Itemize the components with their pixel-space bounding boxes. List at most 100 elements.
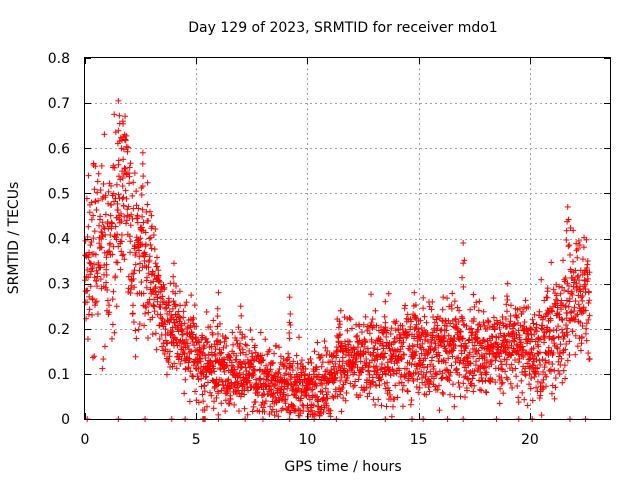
data-point: [203, 339, 210, 346]
data-point: [195, 399, 202, 406]
data-point: [241, 405, 248, 412]
data-point: [149, 314, 156, 321]
data-point: [209, 331, 216, 338]
data-point: [280, 363, 287, 370]
data-point: [155, 267, 162, 274]
data-point: [124, 148, 131, 155]
data-point: [308, 407, 315, 414]
data-point: [337, 377, 344, 384]
data-point: [122, 165, 129, 172]
data-point: [132, 249, 139, 256]
data-point: [106, 248, 113, 255]
data-point: [346, 314, 353, 321]
data-point: [120, 202, 127, 209]
data-point: [259, 352, 266, 359]
data-point: [136, 247, 143, 254]
data-point: [108, 201, 115, 208]
data-point: [368, 291, 375, 298]
data-point: [91, 261, 98, 268]
data-point: [229, 329, 236, 336]
data-point: [225, 400, 232, 407]
data-point: [263, 362, 270, 369]
data-point: [214, 382, 221, 389]
data-point: [374, 346, 381, 353]
data-point: [293, 382, 300, 389]
data-point: [138, 224, 145, 231]
data-point: [319, 359, 326, 366]
data-point: [375, 396, 382, 403]
data-point: [89, 265, 96, 272]
data-point: [210, 365, 217, 372]
data-point: [105, 188, 112, 195]
data-point: [97, 276, 104, 283]
data-point: [317, 380, 324, 387]
data-point: [249, 372, 256, 379]
data-point: [93, 206, 100, 213]
data-point: [277, 359, 284, 366]
data-point: [317, 388, 324, 395]
data-point: [87, 260, 94, 267]
data-point: [327, 407, 334, 414]
data-point: [324, 348, 331, 355]
data-point: [182, 302, 189, 309]
data-point: [131, 170, 138, 177]
data-point: [157, 304, 164, 311]
data-point: [259, 357, 266, 364]
data-point: [201, 382, 208, 389]
data-point: [112, 273, 119, 280]
data-point: [127, 249, 134, 256]
data-point: [318, 352, 325, 359]
data-point: [302, 372, 309, 379]
data-point: [184, 340, 191, 347]
data-point: [318, 363, 325, 370]
data-point: [288, 381, 295, 388]
data-point: [336, 332, 343, 339]
data-point: [269, 406, 276, 413]
data-point: [347, 316, 354, 323]
data-point: [305, 359, 312, 366]
data-point: [183, 299, 190, 306]
data-point: [130, 302, 137, 309]
data-point: [300, 407, 307, 414]
data-point: [165, 302, 172, 309]
data-point: [323, 402, 330, 409]
data-point: [162, 305, 169, 312]
data-point: [344, 372, 351, 379]
data-point: [156, 279, 163, 286]
data-point: [307, 355, 314, 362]
data-point: [194, 338, 201, 345]
data-point: [132, 327, 139, 334]
data-point: [85, 274, 92, 281]
data-point: [129, 310, 136, 317]
data-point: [163, 371, 170, 378]
data-point: [112, 223, 119, 230]
data-point: [166, 308, 173, 315]
data-point: [290, 402, 297, 409]
data-point: [94, 189, 101, 196]
data-point: [84, 299, 91, 306]
data-point: [289, 367, 296, 374]
data-point: [357, 358, 364, 365]
data-point: [87, 271, 94, 278]
data-point: [142, 310, 149, 317]
data-point: [286, 354, 293, 361]
data-point: [129, 192, 136, 199]
data-point: [118, 218, 125, 225]
data-point: [322, 344, 329, 351]
data-point: [248, 350, 255, 357]
data-point: [95, 170, 102, 177]
data-point: [247, 327, 254, 334]
data-point: [209, 352, 216, 359]
data-point: [236, 345, 243, 352]
data-point: [319, 381, 326, 388]
data-point: [88, 199, 95, 206]
data-point: [226, 400, 233, 407]
data-point: [90, 235, 97, 242]
data-point: [193, 323, 200, 330]
data-point: [188, 292, 195, 299]
data-point: [357, 392, 364, 399]
data-point: [161, 321, 168, 328]
data-point: [124, 206, 131, 213]
data-point: [387, 330, 394, 337]
